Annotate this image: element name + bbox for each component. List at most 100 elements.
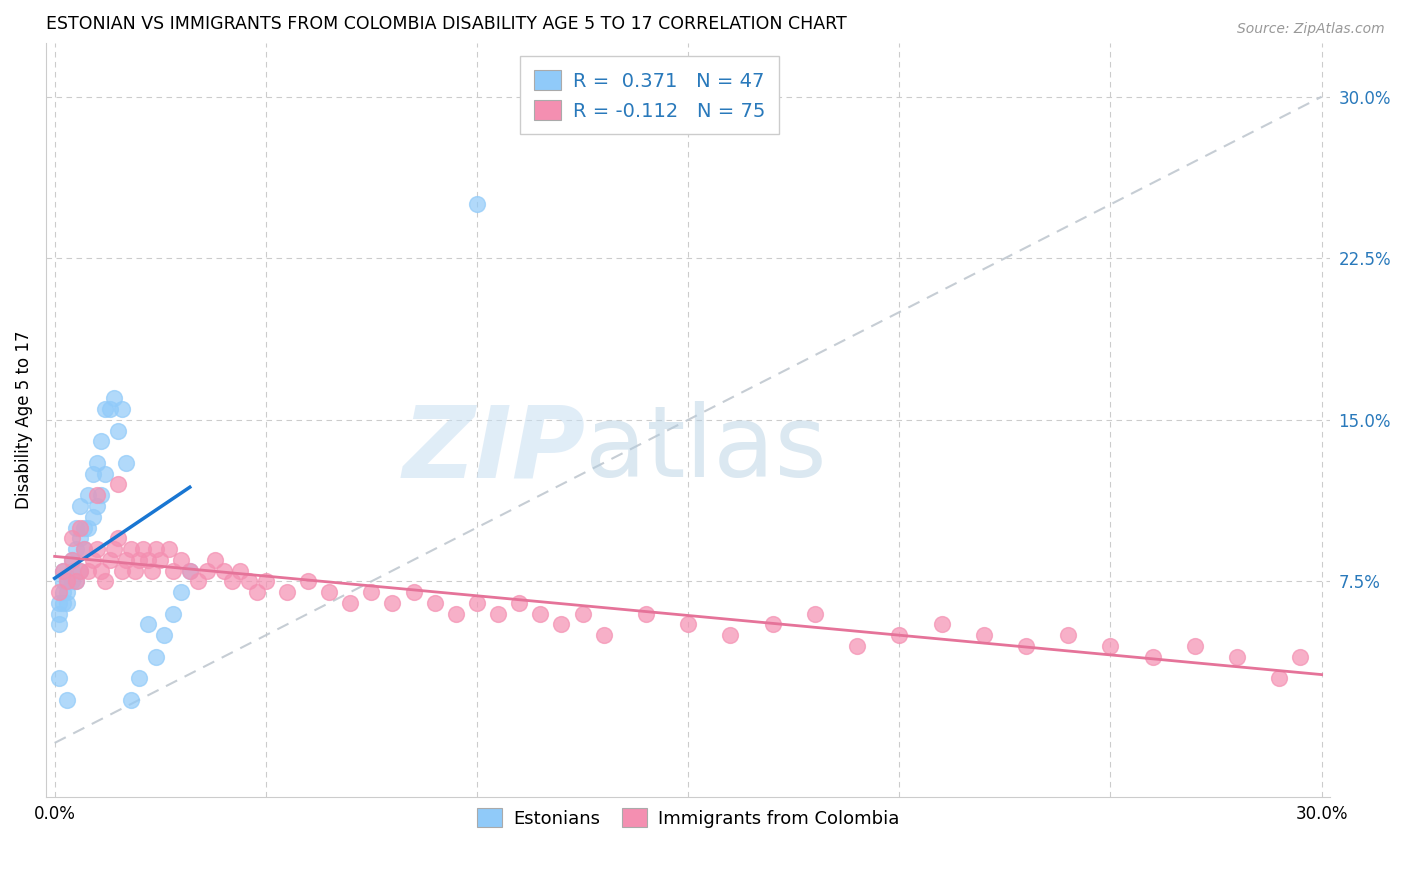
Point: [77, 564, 100, 578]
Point: [145, 542, 167, 557]
Text: ZIP: ZIP: [402, 401, 585, 499]
Point: [254, 574, 277, 589]
Point: [60, 531, 83, 545]
Point: [86, 542, 108, 557]
Point: [381, 596, 404, 610]
Point: [529, 607, 551, 621]
Point: [52, 574, 75, 589]
Legend: Estonians, Immigrants from Colombia: Estonians, Immigrants from Colombia: [468, 799, 908, 837]
Point: [124, 564, 146, 578]
Point: [153, 628, 176, 642]
Point: [179, 564, 201, 578]
Point: [212, 564, 235, 578]
Point: [1142, 649, 1164, 664]
Point: [65, 542, 87, 557]
Point: [60, 564, 83, 578]
Point: [238, 574, 260, 589]
Point: [69, 564, 91, 578]
Point: [761, 617, 783, 632]
Point: [56, 574, 79, 589]
Point: [157, 542, 180, 557]
Point: [718, 628, 741, 642]
Point: [103, 392, 125, 406]
Point: [69, 499, 91, 513]
Text: Source: ZipAtlas.com: Source: ZipAtlas.com: [1237, 22, 1385, 37]
Point: [60, 553, 83, 567]
Point: [132, 542, 155, 557]
Point: [94, 402, 117, 417]
Point: [73, 542, 96, 557]
Point: [889, 628, 911, 642]
Point: [162, 564, 184, 578]
Point: [48, 617, 70, 632]
Point: [170, 585, 193, 599]
Point: [69, 531, 91, 545]
Point: [1015, 639, 1038, 653]
Point: [318, 585, 340, 599]
Point: [1226, 649, 1249, 664]
Point: [1184, 639, 1206, 653]
Point: [634, 607, 657, 621]
Point: [69, 520, 91, 534]
Point: [221, 574, 243, 589]
Point: [94, 467, 117, 481]
Point: [402, 585, 425, 599]
Point: [1057, 628, 1080, 642]
Point: [86, 499, 108, 513]
Point: [128, 553, 150, 567]
Point: [465, 596, 488, 610]
Point: [297, 574, 319, 589]
Point: [65, 574, 87, 589]
Point: [339, 596, 361, 610]
Point: [94, 574, 117, 589]
Point: [82, 467, 104, 481]
Point: [82, 553, 104, 567]
Point: [187, 574, 209, 589]
Point: [141, 564, 163, 578]
Point: [56, 596, 79, 610]
Point: [86, 456, 108, 470]
Point: [120, 542, 142, 557]
Point: [103, 542, 125, 557]
Point: [360, 585, 382, 599]
Point: [65, 574, 87, 589]
Point: [204, 553, 226, 567]
Point: [170, 553, 193, 567]
Point: [98, 402, 121, 417]
Point: [550, 617, 572, 632]
Point: [48, 671, 70, 685]
Point: [195, 564, 218, 578]
Point: [77, 520, 100, 534]
Point: [276, 585, 298, 599]
Point: [107, 531, 129, 545]
Point: [676, 617, 699, 632]
Point: [56, 585, 79, 599]
Point: [486, 607, 509, 621]
Point: [846, 639, 869, 653]
Point: [52, 585, 75, 599]
Point: [73, 520, 96, 534]
Point: [107, 424, 129, 438]
Point: [136, 553, 159, 567]
Point: [931, 617, 953, 632]
Point: [82, 509, 104, 524]
Point: [90, 434, 112, 449]
Point: [48, 607, 70, 621]
Point: [56, 574, 79, 589]
Point: [111, 402, 134, 417]
Point: [149, 553, 172, 567]
Point: [179, 564, 201, 578]
Point: [136, 617, 159, 632]
Point: [60, 574, 83, 589]
Point: [73, 542, 96, 557]
Point: [77, 488, 100, 502]
Point: [65, 520, 87, 534]
Point: [128, 671, 150, 685]
Point: [1099, 639, 1122, 653]
Point: [56, 693, 79, 707]
Point: [52, 564, 75, 578]
Point: [1289, 649, 1312, 664]
Point: [571, 607, 593, 621]
Point: [592, 628, 614, 642]
Point: [145, 649, 167, 664]
